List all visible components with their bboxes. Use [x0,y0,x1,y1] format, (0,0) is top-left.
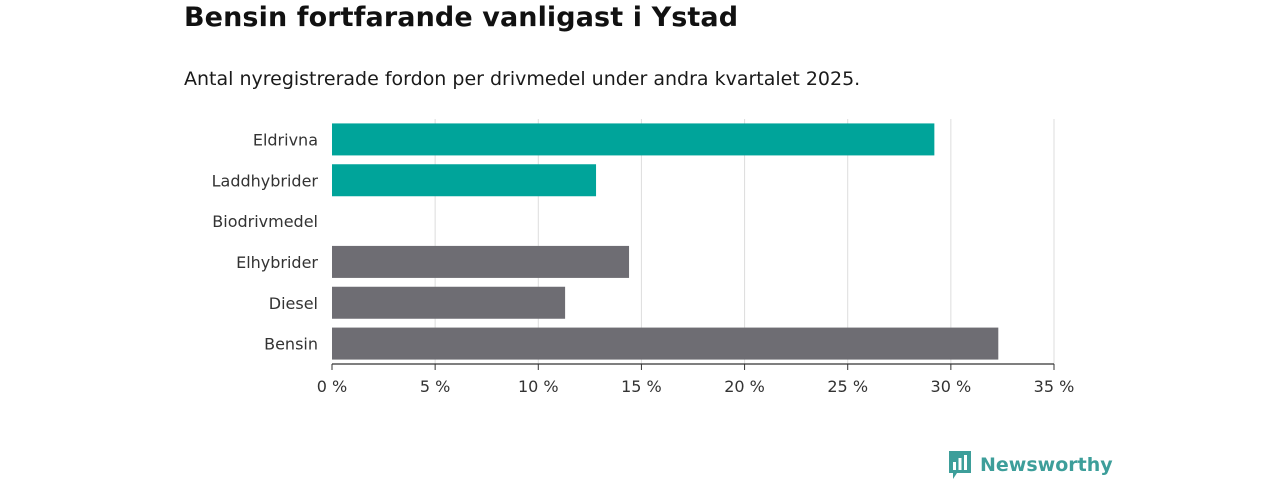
category-label: Eldrivna [253,130,318,149]
category-label: Bensin [264,335,318,354]
bar-elhybrider[interactable] [332,245,630,278]
chart-subtitle: Antal nyregistrerade fordon per drivmede… [184,68,861,90]
x-axis: 0 % 5 % 10 % 15 % 20 % 25 % 30 % 35 % [317,363,1075,396]
x-tick-label: 20 % [724,377,765,396]
category-label: Elhybrider [236,253,318,272]
category-label: Diesel [269,294,318,313]
x-tick-label: 0 % [317,377,347,396]
x-tick-label: 5 % [420,377,450,396]
gridlines [434,119,1055,364]
category-labels: Eldrivna Laddhybrider Biodrivmedel Elhybrid… [212,130,319,353]
chart-title: Bensin fortfarande vanligast i Ystad [184,2,739,33]
newsworthy-logo-icon [949,451,971,479]
x-tick-label: 30 % [931,377,972,396]
x-tick-label: 10 % [518,377,559,396]
bar-diesel[interactable] [332,286,566,319]
bar-bensin[interactable] [332,327,999,360]
bar-eldrivna[interactable] [332,123,935,156]
category-label: Biodrivmedel [212,212,318,231]
bar-laddhybrider[interactable] [332,164,597,197]
x-tick-label: 25 % [827,377,868,396]
x-tick-label: 15 % [621,377,662,396]
bars [332,123,999,360]
x-tick-label: 35 % [1034,377,1075,396]
brand-name: Newsworthy [980,454,1113,476]
brand-logo[interactable]: Newsworthy [948,450,1113,480]
category-label: Laddhybrider [212,171,319,190]
